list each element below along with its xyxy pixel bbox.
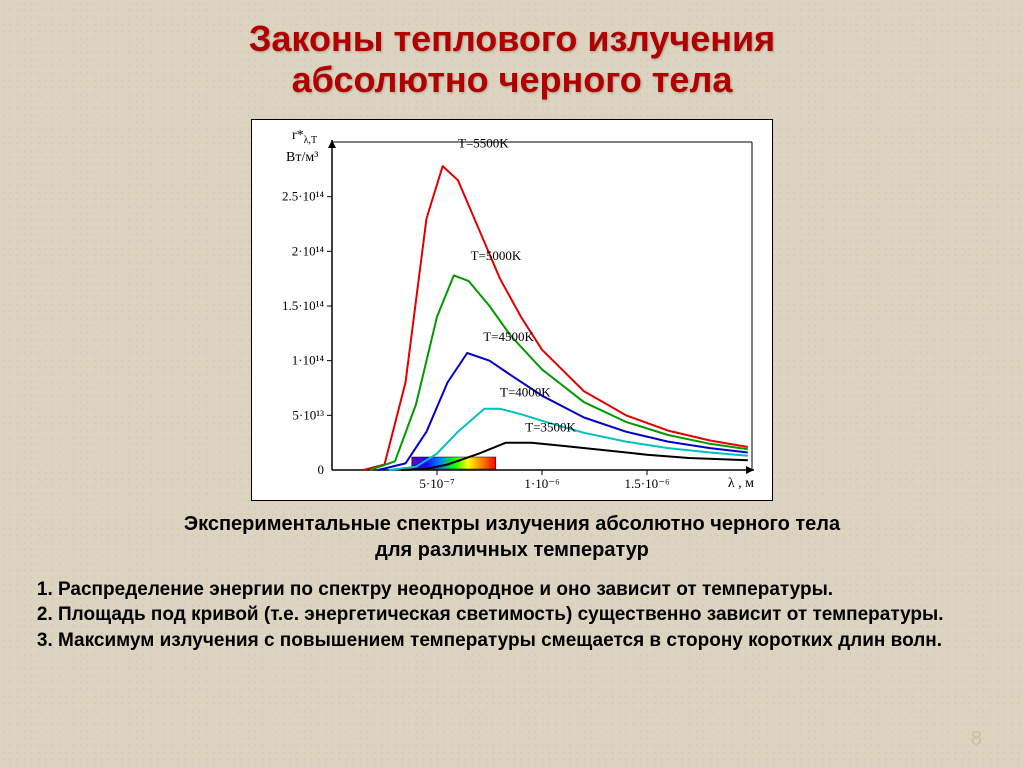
- blackbody-chart: 5·10¹³ 1·10¹⁴ 1.5·10¹⁴ 2·10¹⁴ 2.5·10¹⁴ 0 5·10⁻…: [251, 119, 773, 501]
- observation-list: Распределение энергии по спектру неоднор…: [28, 577, 996, 654]
- page-title: Законы теплового излучения абсолютно чер…: [0, 0, 1024, 101]
- svg-text:T=4000K: T=4000K: [500, 385, 551, 400]
- chart-caption: Экспериментальные спектры излучения абсо…: [40, 511, 984, 563]
- chart-canvas: 5·10¹³ 1·10¹⁴ 1.5·10¹⁴ 2·10¹⁴ 2.5·10¹⁴ 0 5·10⁻…: [252, 120, 772, 500]
- svg-text:5·10⁻⁷: 5·10⁻⁷: [419, 476, 454, 491]
- svg-text:T=5500K: T=5500K: [458, 135, 509, 150]
- svg-text:0: 0: [318, 462, 325, 477]
- svg-text:2.5·10¹⁴: 2.5·10¹⁴: [282, 188, 324, 203]
- svg-text:5·10¹³: 5·10¹³: [292, 407, 324, 422]
- observation-item: Распределение энергии по спектру неоднор…: [58, 577, 996, 603]
- svg-text:1.5·10⁻⁶: 1.5·10⁻⁶: [625, 476, 670, 491]
- y-axis-units: Вт/м³: [286, 150, 318, 166]
- observation-item: Максимум излучения с повышением температ…: [58, 628, 996, 654]
- svg-text:1·10¹⁴: 1·10¹⁴: [292, 352, 325, 367]
- svg-text:T=5000K: T=5000K: [471, 248, 522, 263]
- caption-line-1: Экспериментальные спектры излучения абсо…: [184, 513, 840, 535]
- observation-item: Площадь под кривой (т.е. энергетическая …: [58, 602, 996, 628]
- svg-text:1.5·10¹⁴: 1.5·10¹⁴: [282, 298, 324, 313]
- x-axis-label: λ , м: [728, 476, 754, 492]
- svg-text:T=3500K: T=3500K: [525, 420, 576, 435]
- svg-text:T=4500K: T=4500K: [483, 329, 534, 344]
- page-number: 8: [971, 728, 982, 751]
- svg-text:2·10¹⁴: 2·10¹⁴: [292, 243, 325, 258]
- caption-line-2: для различных температур: [375, 539, 649, 561]
- y-axis-symbol: r*λ,T: [292, 128, 317, 146]
- title-line-2: абсолютно черного тела: [0, 59, 1024, 100]
- svg-text:1·10⁻⁶: 1·10⁻⁶: [524, 476, 559, 491]
- title-line-1: Законы теплового излучения: [0, 18, 1024, 59]
